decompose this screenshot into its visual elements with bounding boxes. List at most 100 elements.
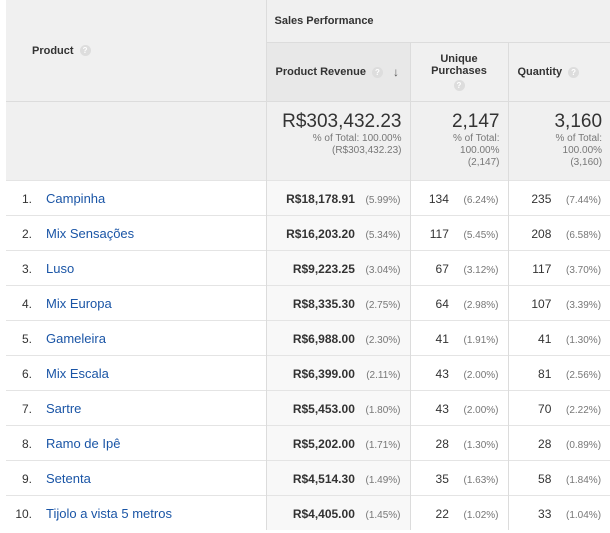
product-link[interactable]: Setenta xyxy=(46,470,91,486)
quantity-pct: (1.84%) xyxy=(566,474,602,486)
help-icon[interactable]: ? xyxy=(371,66,383,78)
help-icon[interactable]: ? xyxy=(453,79,465,91)
table-row: 3. Luso R$9,223.25 (3.04%) 67 (3.12%) 117… xyxy=(6,250,610,286)
product-link[interactable]: Campinha xyxy=(46,190,106,206)
help-icon[interactable]: ? xyxy=(568,66,580,78)
unique-purchases-cell: 41 (1.91%) xyxy=(409,320,508,356)
table-row: 4. Mix Europa R$8,335.30 (2.75%) 64 (2.98… xyxy=(6,285,610,321)
quantity-pct: (2.22%) xyxy=(566,404,602,416)
unique-total-cell: 2,147 % of Total: 100.00% (2,147) xyxy=(409,101,508,181)
quantity-cell: 70 (2.22%) xyxy=(507,390,610,426)
product-link[interactable]: Luso xyxy=(46,260,75,276)
revenue-pct: (2.75%) xyxy=(365,299,401,311)
quantity-cell: 235 (7.44%) xyxy=(507,180,610,216)
product-link[interactable]: Gameleira xyxy=(46,330,106,346)
quantity-value: 208 xyxy=(531,226,552,241)
quantity-cell: 28 (0.89%) xyxy=(507,425,610,461)
unique-purchases-value: 35 xyxy=(435,471,449,486)
revenue-cell: R$9,223.25 (3.04%) xyxy=(265,250,410,286)
unique-purchases-cell: 28 (1.30%) xyxy=(409,425,508,461)
quantity-cell: 117 (3.70%) xyxy=(507,250,610,286)
quantity-pct: (1.30%) xyxy=(566,334,602,346)
unique-purchases-column-header[interactable]: Unique Purchases ? xyxy=(409,42,508,102)
revenue-cell: R$4,405.00 (1.45%) xyxy=(265,495,410,530)
row-rank: 9. xyxy=(21,471,32,486)
product-revenue-column-header[interactable]: Product Revenue? ↓ xyxy=(265,42,410,102)
row-rank: 7. xyxy=(21,401,32,416)
unique-purchases-header-label-line2: Purchases xyxy=(431,65,487,77)
row-rank: 6. xyxy=(21,366,32,381)
quantity-pct: (0.89%) xyxy=(566,439,602,451)
table-row: 8. Ramo de Ipê R$5,202.00 (1.71%) 28 (1.3… xyxy=(6,425,610,461)
quantity-total-value: 3,160 xyxy=(554,111,603,132)
revenue-cell: R$6,399.00 (2.11%) xyxy=(265,355,410,391)
quantity-header-label: Quantity xyxy=(517,66,563,78)
quantity-value: 28 xyxy=(538,436,552,451)
revenue-value: R$5,202.00 xyxy=(292,436,355,451)
unique-purchases-pct: (2.00%) xyxy=(463,404,499,416)
quantity-total-cell: 3,160 % of Total: 100.00% (3,160) xyxy=(507,101,610,181)
revenue-total-pct: % of Total: 100.00% xyxy=(312,133,402,144)
unique-purchases-cell: 43 (2.00%) xyxy=(409,390,508,426)
product-link[interactable]: Mix Escala xyxy=(46,365,109,381)
unique-purchases-value: 134 xyxy=(428,191,449,206)
totals-row: R$303,432.23 % of Total: 100.00% (R$303,… xyxy=(6,101,610,181)
product-cell: 1. Campinha xyxy=(6,180,266,216)
unique-total-value: 2,147 xyxy=(451,111,500,132)
revenue-pct: (2.11%) xyxy=(366,369,401,381)
quantity-value: 81 xyxy=(538,366,552,381)
table-row: 9. Setenta R$4,514.30 (1.49%) 35 (1.63%) … xyxy=(6,460,610,496)
product-link[interactable]: Ramo de Ipê xyxy=(46,435,121,451)
quantity-value: 58 xyxy=(538,471,552,486)
unique-purchases-cell: 67 (3.12%) xyxy=(409,250,508,286)
revenue-value: R$16,203.20 xyxy=(286,226,355,241)
product-header-label: Product xyxy=(32,44,74,57)
quantity-pct: (6.58%) xyxy=(566,229,602,241)
unique-purchases-pct: (1.91%) xyxy=(463,334,499,346)
table-row: 1. Campinha R$18,178.91 (5.99%) 134 (6.24… xyxy=(6,180,610,216)
product-cell: 2. Mix Sensações xyxy=(6,215,266,251)
quantity-pct: (3.39%) xyxy=(566,299,602,311)
revenue-cell: R$18,178.91 (5.99%) xyxy=(265,180,410,216)
revenue-cell: R$8,335.30 (2.75%) xyxy=(265,285,410,321)
product-link[interactable]: Sartre xyxy=(46,400,82,416)
unique-purchases-pct: (2.00%) xyxy=(463,369,499,381)
product-link[interactable]: Tijolo a vista 5 metros xyxy=(46,505,172,521)
sort-descending-icon[interactable]: ↓ xyxy=(392,65,399,79)
quantity-value: 70 xyxy=(538,401,552,416)
quantity-pct: (7.44%) xyxy=(566,194,602,206)
unique-purchases-cell: 43 (2.00%) xyxy=(409,355,508,391)
unique-purchases-value: 22 xyxy=(435,506,449,521)
row-rank: 5. xyxy=(21,331,32,346)
unique-purchases-pct: (1.63%) xyxy=(463,474,499,486)
product-cell: 8. Ramo de Ipê xyxy=(6,425,266,461)
product-link[interactable]: Mix Sensações xyxy=(46,225,135,241)
quantity-cell: 208 (6.58%) xyxy=(507,215,610,251)
quantity-column-header[interactable]: Quantity? xyxy=(507,42,610,102)
product-cell: 6. Mix Escala xyxy=(6,355,266,391)
unique-purchases-pct: (3.12%) xyxy=(463,264,499,276)
row-rank: 4. xyxy=(21,296,32,311)
revenue-value: R$5,453.00 xyxy=(292,401,355,416)
sales-performance-group-header: Sales Performance xyxy=(265,0,610,43)
revenue-total-abs: (R$303,432.23) xyxy=(332,145,402,156)
product-cell: 9. Setenta xyxy=(6,460,266,496)
revenue-cell: R$4,514.30 (1.49%) xyxy=(265,460,410,496)
unique-purchases-pct: (5.45%) xyxy=(463,229,499,241)
table-row: 7. Sartre R$5,453.00 (1.80%) 43 (2.00%) 7… xyxy=(6,390,610,426)
unique-purchases-cell: 22 (1.02%) xyxy=(409,495,508,530)
revenue-pct: (3.04%) xyxy=(365,264,401,276)
revenue-pct: (5.99%) xyxy=(365,194,401,206)
product-cell: 5. Gameleira xyxy=(6,320,266,356)
product-link[interactable]: Mix Europa xyxy=(46,295,112,311)
help-icon[interactable]: ? xyxy=(79,45,91,57)
quantity-cell: 107 (3.39%) xyxy=(507,285,610,321)
quantity-value: 107 xyxy=(531,296,552,311)
revenue-cell: R$5,453.00 (1.80%) xyxy=(265,390,410,426)
row-rank: 8. xyxy=(21,436,32,451)
quantity-pct: (3.70%) xyxy=(566,264,602,276)
unique-total-abs: (2,147) xyxy=(467,157,500,168)
quantity-pct: (2.56%) xyxy=(566,369,602,381)
product-column-header[interactable]: Product? xyxy=(6,0,266,102)
sales-performance-table: Product? Sales Performance Product Reven… xyxy=(6,0,610,530)
